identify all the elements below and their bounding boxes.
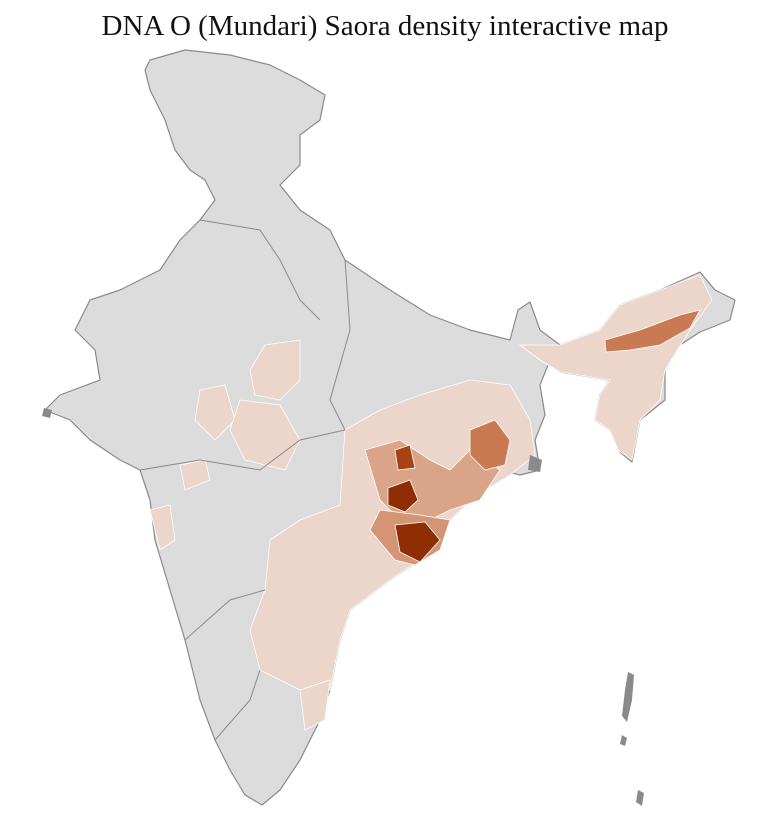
island (622, 672, 634, 722)
low-density-region (518, 274, 713, 461)
state-border (139, 429, 346, 471)
high-density-region (387, 479, 419, 513)
state-border (199, 219, 321, 321)
island (528, 455, 542, 472)
map-title: DNA O (Mundari) Saora density interactiv… (101, 10, 669, 42)
high-density-region (394, 444, 416, 471)
island (620, 735, 627, 746)
low-density-region (229, 399, 301, 471)
state-border (329, 259, 351, 431)
medium-density-region (604, 309, 701, 353)
medium-density-region (469, 419, 511, 471)
state-border (184, 589, 266, 641)
island (42, 408, 52, 418)
state-border (214, 669, 261, 741)
island (636, 790, 644, 806)
low-density-region (299, 679, 331, 731)
high-density-region (394, 521, 441, 563)
low-density-region (194, 384, 236, 441)
low-density-region (149, 504, 176, 551)
low-density-region (249, 339, 301, 401)
low-density-region (179, 459, 211, 491)
